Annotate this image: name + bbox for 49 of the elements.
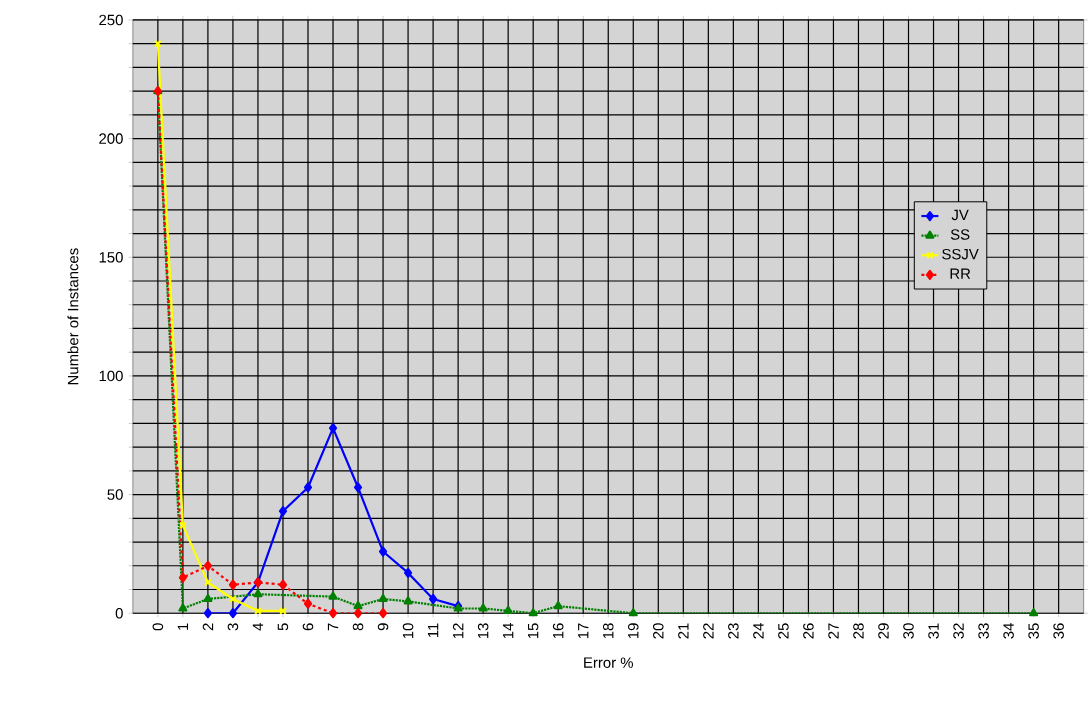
y-tick-label: 250	[99, 14, 123, 26]
x-tick-label: 33	[978, 623, 989, 639]
x-tick-label: 21	[678, 623, 689, 639]
legend-label: JV	[951, 209, 969, 221]
x-tick-label: 5	[277, 623, 289, 631]
x-tick-label: 7	[327, 623, 339, 631]
y-axis-title: Number of Instances	[67, 248, 79, 385]
x-tick-label: 23	[728, 623, 739, 639]
x-tick-label: 34	[1003, 623, 1014, 639]
x-tick-label: 4	[252, 623, 264, 631]
legend-label: RR	[950, 268, 971, 279]
x-tick-label: 2	[202, 623, 214, 631]
x-tick-label: 22	[703, 623, 714, 639]
legend-label: SSJV	[942, 248, 979, 260]
x-tick-label: 17	[578, 623, 589, 639]
x-tick-label: 19	[627, 623, 639, 639]
x-tick-label: 29	[878, 623, 889, 639]
x-tick-label: 35	[1028, 623, 1039, 639]
x-tick-label: 20	[653, 623, 664, 639]
x-tick-label: 15	[527, 623, 539, 639]
x-tick-label: 6	[302, 623, 314, 631]
x-tick-label: 27	[828, 623, 839, 639]
x-tick-label: 28	[853, 623, 864, 639]
x-tick-label: 0	[152, 623, 164, 631]
x-tick-label: 31	[928, 623, 939, 639]
y-tick-label: 150	[99, 251, 123, 263]
x-tick-label: 16	[552, 623, 564, 639]
x-tick-label: 25	[778, 623, 789, 639]
x-tick-label: 9	[377, 623, 389, 631]
x-tick-label: 11	[427, 623, 439, 637]
x-tick-label: 14	[503, 623, 514, 639]
x-tick-label: 13	[477, 623, 489, 639]
y-tick-label: 0	[115, 607, 123, 619]
y-tick-label: 200	[99, 133, 123, 144]
x-tick-label: 12	[452, 623, 464, 639]
x-tick-label: 36	[1053, 623, 1064, 639]
y-tick-label: 100	[99, 370, 123, 382]
x-tick-label: 3	[227, 623, 239, 631]
legend-label: SS	[950, 229, 970, 240]
y-tick-label: 50	[107, 489, 123, 500]
x-tick-label: 26	[803, 623, 814, 639]
x-tick-label: 18	[602, 623, 614, 639]
x-tick-label: 30	[903, 623, 914, 639]
x-tick-label: 10	[402, 623, 414, 639]
x-tick-label: 32	[953, 623, 964, 639]
x-tick-label: 8	[352, 623, 364, 631]
x-axis-title: Error %	[584, 657, 633, 668]
x-tick-label: 24	[753, 623, 764, 639]
x-tick-label: 1	[177, 623, 189, 630]
